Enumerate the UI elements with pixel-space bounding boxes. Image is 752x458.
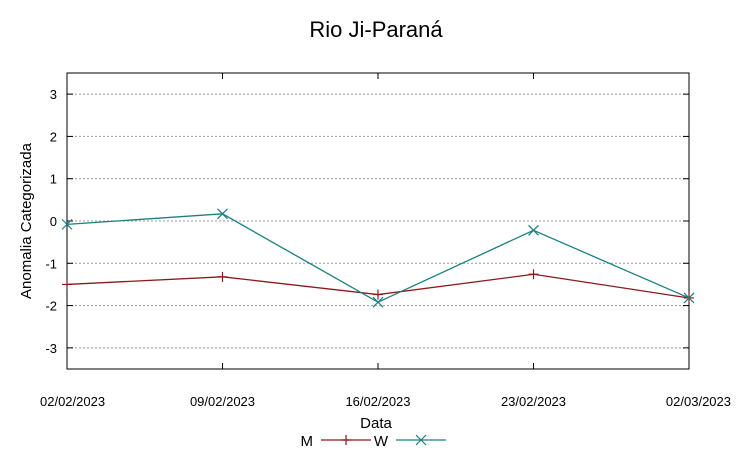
data-point-m	[373, 289, 383, 300]
data-point-m	[528, 269, 539, 280]
legend-label-m: M	[301, 433, 314, 450]
x-tick-label: 02/02/2023	[40, 394, 105, 409]
data-point-w	[61, 218, 73, 230]
y-tick-label: 3	[50, 87, 57, 102]
x-tick-label: 23/02/2023	[501, 394, 566, 409]
legend-label-w: W	[374, 433, 389, 450]
data-series	[61, 208, 695, 308]
x-axis-label: Data	[360, 415, 392, 432]
legend-marker-w	[415, 434, 427, 446]
grid-lines	[67, 93, 689, 349]
y-tick-label: -3	[45, 341, 57, 356]
data-point-m	[217, 271, 228, 282]
x-tick-label: 09/02/2023	[190, 394, 255, 409]
x-tick-label: 16/02/2023	[345, 394, 410, 409]
data-point-m	[62, 279, 72, 290]
y-tick-label: 0	[50, 214, 57, 229]
y-tick-label: 1	[50, 172, 57, 187]
series-line-w	[66, 213, 690, 303]
data-point-w	[217, 208, 228, 220]
legend-marker-m	[341, 435, 351, 445]
y-tick-label: -2	[45, 299, 57, 314]
data-point-w	[372, 296, 384, 308]
data-point-w	[528, 224, 539, 236]
y-tick-label: -1	[45, 256, 57, 271]
x-axis-ticks: 02/02/2023 09/02/2023 16/02/2023 23/02/2023…	[40, 73, 731, 409]
data-point-w	[683, 292, 695, 304]
y-tick-label: 2	[50, 129, 57, 144]
y-axis-ticks: 3 2 1 0 -1 -2 -3	[45, 87, 689, 356]
plot-frame	[66, 72, 690, 370]
y-axis-label: Anomalia Categorizada	[18, 142, 35, 299]
x-tick-label: 02/03/2023	[666, 394, 731, 409]
chart-title: Rio Ji-Paraná	[309, 17, 443, 42]
